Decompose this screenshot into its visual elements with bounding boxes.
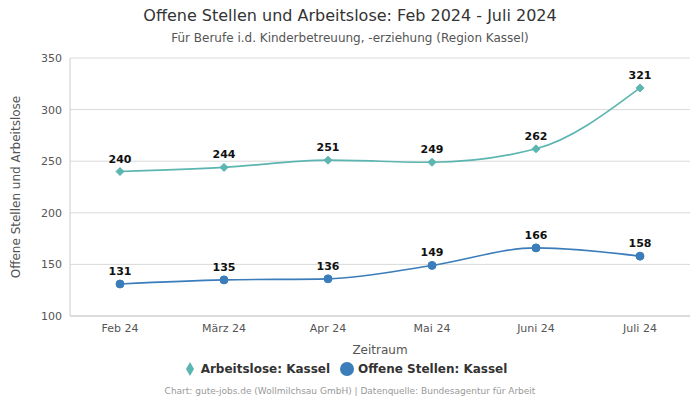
- svg-text:250: 250: [41, 155, 62, 168]
- svg-text:321: 321: [629, 69, 652, 82]
- html-text:Offene Stellen: Kassel: Offene Stellen: Kassel: [358, 362, 508, 376]
- svg-text:136: 136: [317, 260, 340, 273]
- svg-text:Offene Stellen und Arbeitslose: Offene Stellen und Arbeitslose: [9, 96, 23, 278]
- svg-text:März 24: März 24: [202, 322, 246, 335]
- html-text:Chart: gute-jobs.de (Wollmilch: Chart: gute-jobs.de (Wollmilchsau GmbH) …: [164, 386, 536, 396]
- svg-text:244: 244: [213, 148, 236, 161]
- svg-text:240: 240: [109, 153, 132, 166]
- svg-text:Juli 24: Juli 24: [622, 322, 657, 335]
- svg-text:300: 300: [41, 104, 62, 117]
- html-text:Für Berufe i.d. Kinderbetreuun: Für Berufe i.d. Kinderbetreuung, -erzieh…: [171, 31, 529, 45]
- svg-text:149: 149: [421, 246, 444, 259]
- svg-text:200: 200: [41, 207, 62, 220]
- svg-text:Apr 24: Apr 24: [310, 322, 347, 335]
- svg-text:Zeitraum: Zeitraum: [352, 343, 407, 357]
- svg-text:135: 135: [213, 261, 236, 274]
- svg-text:251: 251: [317, 141, 340, 154]
- svg-text:262: 262: [525, 130, 548, 143]
- svg-text:100: 100: [41, 310, 62, 323]
- svg-text:166: 166: [525, 229, 548, 242]
- html-text:Arbeitslose: Kassel: Arbeitslose: Kassel: [200, 362, 331, 376]
- svg-text:350: 350: [41, 52, 62, 65]
- svg-text:Juni 24: Juni 24: [516, 322, 555, 335]
- svg-text:150: 150: [41, 258, 62, 271]
- svg-text:249: 249: [421, 143, 444, 156]
- svg-text:Mai 24: Mai 24: [414, 322, 451, 335]
- html-text:Offene Stellen und Arbeitslose: Offene Stellen und Arbeitslose: Feb 2024…: [143, 6, 557, 25]
- svg-text:131: 131: [109, 265, 132, 278]
- svg-text:Feb 24: Feb 24: [102, 322, 139, 335]
- svg-text:158: 158: [629, 237, 652, 250]
